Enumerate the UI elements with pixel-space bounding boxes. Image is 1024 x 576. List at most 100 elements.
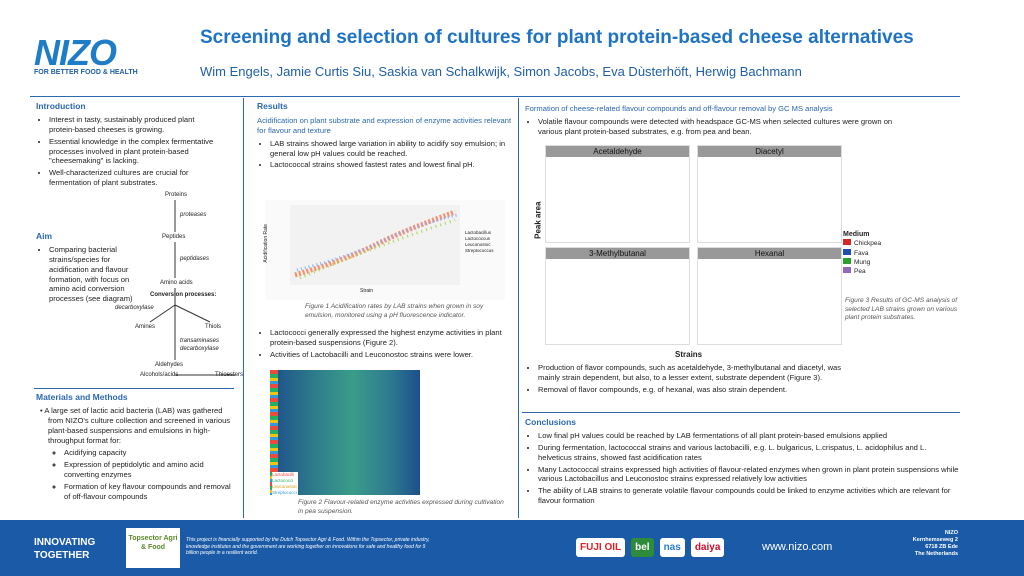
legend-swatch: [843, 239, 851, 246]
axis-label: Strains: [675, 350, 703, 359]
legend-title: Medium: [843, 231, 870, 238]
legend-item: Lactococcus: [465, 235, 491, 241]
legend-item: Lactococci: [272, 477, 294, 483]
topsector-logo: Topsector Agri & Food: [126, 528, 180, 568]
panel: Hexanal: [697, 247, 842, 345]
partner-logo: daiya: [690, 538, 725, 557]
scatter-plot: [290, 205, 460, 285]
heading: Aim: [36, 231, 53, 241]
axis-label: Strain: [360, 288, 374, 294]
legend-item: Pea: [843, 267, 881, 276]
list-item: Essential knowledge in the complex ferme…: [49, 137, 219, 167]
caption: Figure 1 Acidification rates by LAB stra…: [305, 303, 484, 319]
gcms: Formation of cheese-related flavour comp…: [525, 104, 955, 139]
list-item: Lactococci generally expressed the highe…: [270, 328, 512, 348]
legend: Medium Chickpea Fava Mung Pea: [843, 230, 881, 277]
legend-label: Fava: [854, 249, 869, 257]
conclusions: Conclusions Low final pH values could be…: [525, 417, 960, 508]
list-item: Removal of flavor compounds, e.g. of hex…: [538, 385, 845, 395]
label: Thioesters: [215, 372, 244, 378]
label: transaminases: [180, 338, 220, 344]
heading: Results: [257, 101, 288, 111]
footer: INNOVATING TOGETHER Topsector Agri & Foo…: [0, 520, 1024, 576]
axis-label: Acidification Rate: [263, 223, 270, 263]
panel-title: 3-Methylbutanal: [546, 248, 689, 259]
panel-title: Acetaldehyde: [546, 146, 689, 157]
gcms-2: Production of flavor compounds, such as …: [525, 360, 845, 397]
partner-logo: nas: [659, 538, 685, 557]
legend-item: Streptococcus: [465, 247, 494, 253]
legend-item: Leuconostoc: [272, 483, 298, 489]
label: Amino acids: [160, 280, 193, 286]
legend-item: Streptococci: [272, 489, 297, 495]
divider: [518, 98, 519, 518]
heading: Formation of cheese-related flavour comp…: [525, 104, 833, 113]
label: Proteins: [165, 192, 188, 198]
list-item: Production of flavor compounds, such as …: [538, 363, 845, 383]
label: decarboxylase: [180, 346, 219, 352]
legend-swatch: [843, 248, 851, 255]
divider: [34, 388, 234, 389]
url: www.nizo.com: [762, 541, 833, 553]
list-item: LAB strains showed large variation in ab…: [270, 139, 512, 159]
aim: Aim Comparing bacterial strains/species …: [36, 231, 136, 306]
panel: Acetaldehyde: [545, 145, 690, 243]
list-item: Expression of peptidolytic and amino aci…: [64, 460, 236, 480]
address-line: Kernhemseweg 2: [912, 536, 958, 543]
legend-label: Pea: [854, 268, 866, 276]
list-item: Volatile flavour compounds were detected…: [538, 117, 908, 137]
heading: Conclusions: [525, 417, 577, 427]
legend-item: Lactobacillus: [465, 230, 492, 235]
results: Results Acidification on plant substrate…: [257, 101, 512, 172]
label: Peptides: [162, 234, 186, 240]
list-item: Many Lactococcal strains expressed high …: [538, 465, 960, 485]
legend: Lactobacilli Lactococci Leuconostoc Strepto…: [272, 472, 298, 496]
panel: Diacetyl: [697, 145, 842, 243]
heading: Materials and Methods: [36, 392, 128, 402]
caption: Figure 3 Results of GC-MS analysis of se…: [845, 297, 958, 322]
address: NIZO Kernhemseweg 2 6718 ZB Ede The Netherl…: [880, 530, 958, 558]
legend-swatch: [843, 267, 851, 274]
legend-item: Chickpea: [843, 239, 881, 248]
panel: 3-Methylbutanal: [545, 247, 690, 345]
panel-title: Diacetyl: [698, 146, 841, 157]
materials: Materials and Methods • A large set of l…: [36, 392, 236, 504]
legend-swatch: [843, 257, 851, 264]
list-item: Activities of Lactobacilli and Leuconost…: [270, 350, 512, 360]
legend-item: Lactobacilli: [272, 472, 295, 477]
label: proteases: [180, 212, 207, 218]
list-item: During fermentation, lactococcal strains…: [538, 443, 960, 463]
diagram: Proteins proteases Peptides peptidases A…: [115, 190, 245, 390]
introduction: Introduction Interest in tasty, sustaina…: [36, 101, 236, 190]
list-item: Low final pH values could be reached by …: [538, 431, 960, 441]
facets: Acetaldehyde Diacetyl 3-Methylbutanal Hexan…: [545, 145, 842, 345]
partners: FUJI OIL bel nas daiya: [576, 538, 725, 557]
legend-item: Fava: [843, 248, 881, 258]
divider: [522, 412, 960, 413]
address-line: 6718 ZB Ede: [925, 543, 958, 550]
label: Amines: [135, 324, 156, 330]
heatmap: Lactobacilli Lactococci Leuconostoc Strepto…: [270, 370, 420, 496]
diagram-arrows: [149, 200, 235, 376]
list-item: Comparing bacterial strains/species for …: [49, 245, 136, 304]
caption: Figure 2 Flavour-related enzyme activiti…: [298, 499, 504, 515]
address-line: NIZO: [944, 530, 958, 536]
list-item: Acidifying capacity: [64, 448, 236, 458]
legend-item: Mung: [843, 257, 881, 267]
list-item: The ability of LAB strains to generate v…: [538, 486, 960, 506]
heading: Introduction: [36, 101, 86, 111]
slogan: INNOVATING TOGETHER: [34, 537, 96, 561]
heatmap-sidebar: [270, 370, 278, 495]
address-line: The Netherlands: [914, 550, 958, 557]
subheading: Acidification on plant substrate and exp…: [257, 116, 512, 135]
panel-title: Hexanal: [698, 248, 841, 259]
legend-label: Chickpea: [854, 240, 882, 248]
axis-label: Peak area: [533, 201, 543, 239]
results-2: Lactococci generally expressed the highe…: [257, 325, 512, 362]
text: • A large set of lactic acid bacteria (L…: [40, 406, 231, 445]
divider: [243, 98, 244, 518]
list-item: Well-characterized cultures are crucial …: [49, 168, 219, 188]
divider: [30, 96, 960, 97]
label: Thiols: [205, 324, 222, 330]
legend-label: Mung: [854, 258, 871, 266]
